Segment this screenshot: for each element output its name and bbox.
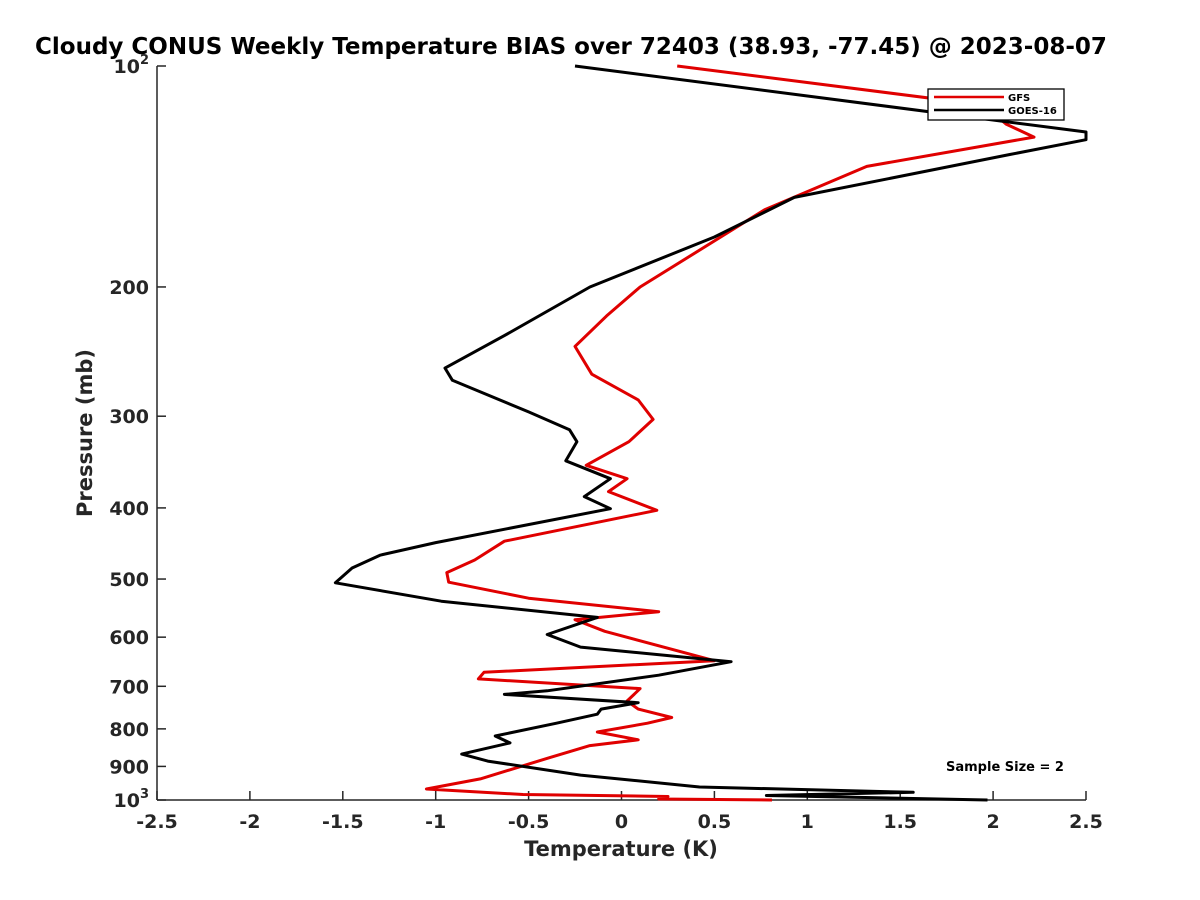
x-tick-label: -0.5 <box>508 811 550 833</box>
x-axis-ticks: -2.5 -2 -1.5 -1 -0.5 0 0.5 1 1.5 2 2.5 <box>136 791 1103 833</box>
series-line-goes16 <box>333 64 1088 802</box>
y-tick-label: 103 <box>114 787 150 812</box>
chart-title: Cloudy CONUS Weekly Temperature BIAS ove… <box>35 34 1107 60</box>
x-tick-label: -1.5 <box>322 811 364 833</box>
y-tick-label: 400 <box>109 498 149 520</box>
y-tick-label: 800 <box>109 719 149 741</box>
x-tick-label: 0 <box>615 811 628 833</box>
y-tick-label: 500 <box>109 569 149 591</box>
x-axis-label: Temperature (K) <box>524 837 718 861</box>
x-tick-label: 1.5 <box>883 811 917 833</box>
legend-label-gfs: GFS <box>1008 93 1030 104</box>
x-tick-label: -2.5 <box>136 811 178 833</box>
x-tick-label: 2 <box>986 811 999 833</box>
y-axis-ticks: 102 200 300 400 500 600 700 800 900 103 <box>109 53 166 812</box>
series-lines <box>333 64 1088 802</box>
y-tick-label: 102 <box>114 53 150 78</box>
y-axis-label: Pressure (mb) <box>73 349 97 517</box>
y-tick-label: 300 <box>109 406 149 428</box>
x-tick-label: -1 <box>425 811 446 833</box>
legend: GFS GOES-16 <box>927 88 1065 121</box>
x-tick-label: -2 <box>239 811 260 833</box>
y-tick-label: 900 <box>109 756 149 778</box>
y-tick-label: 700 <box>109 676 149 698</box>
series-line-gfs <box>424 64 1036 802</box>
legend-box <box>927 88 1065 121</box>
x-tick-label: 0.5 <box>698 811 732 833</box>
legend-label-goes16: GOES-16 <box>1008 106 1057 117</box>
sample-size-annotation: Sample Size = 2 <box>946 760 1064 775</box>
x-tick-label: 1 <box>801 811 814 833</box>
y-tick-label: 600 <box>109 627 149 649</box>
x-tick-label: 2.5 <box>1069 811 1103 833</box>
y-tick-label: 200 <box>109 277 149 299</box>
